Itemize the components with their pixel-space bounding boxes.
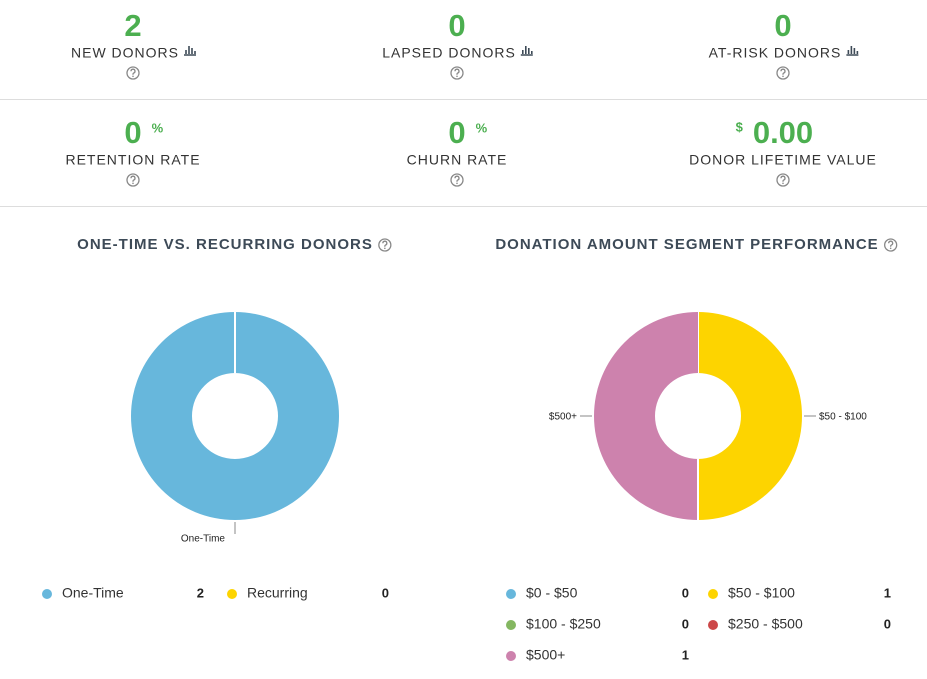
rate-value: 0 [448, 115, 465, 150]
help-mark [382, 240, 388, 247]
help-circle [378, 238, 392, 252]
help-dot [456, 182, 458, 185]
legend-value: 2 [197, 585, 204, 600]
stat-value: 2 [124, 8, 141, 43]
help-circle [126, 173, 140, 187]
legend-name: $100 - $250 [526, 616, 601, 632]
legend-name: Recurring [247, 585, 308, 601]
rate-label: CHURN RATE [407, 152, 508, 168]
chart-icon [520, 46, 533, 56]
legend-name: $500+ [526, 647, 565, 663]
help-mark [130, 175, 136, 182]
help-dot [782, 182, 784, 185]
help-mark [780, 175, 786, 182]
help-mark [454, 68, 460, 75]
donut-slice [594, 312, 698, 520]
help-mark [130, 68, 136, 75]
legend-swatch [227, 589, 237, 599]
chart-title: DONATION AMOUNT SEGMENT PERFORMANCE [495, 236, 878, 253]
help-circle [776, 173, 790, 187]
help-circle [126, 66, 140, 80]
help-dot [889, 247, 892, 250]
legend-value: 1 [682, 647, 689, 662]
stat-label: AT-RISK DONORS [709, 45, 842, 61]
help-mark [454, 175, 460, 182]
legend-value: 0 [682, 585, 689, 600]
slice-label: $50 - $100 [819, 412, 867, 423]
legend-swatch [42, 589, 52, 599]
rate-unit: $ [736, 119, 744, 134]
legend-value: 1 [884, 585, 891, 600]
legend-value: 0 [682, 616, 689, 631]
legend-value: 0 [884, 616, 891, 631]
stat-value: 0 [774, 8, 791, 43]
slice-label: $500+ [549, 412, 577, 423]
help-mark [888, 240, 894, 247]
donut-slice [131, 312, 339, 520]
help-dot [782, 75, 784, 78]
help-dot [384, 247, 386, 250]
help-circle [776, 66, 790, 80]
help-icon [450, 173, 464, 187]
rate-label: RETENTION RATE [65, 152, 200, 168]
help-circle [450, 66, 464, 80]
help-icon [776, 173, 790, 187]
help-mark [780, 68, 786, 75]
slice-label: One-Time [181, 534, 226, 545]
chart-icon [846, 46, 859, 56]
help-icon [884, 238, 898, 252]
chart-title: ONE-TIME VS. RECURRING DONORS [77, 236, 373, 253]
help-circle [884, 238, 898, 252]
legend-swatch [708, 620, 718, 630]
legend-swatch [506, 589, 516, 599]
help-icon [450, 66, 464, 80]
legend-swatch [708, 589, 718, 599]
rate-value: 0 [124, 115, 141, 150]
stat-label: LAPSED DONORS [382, 45, 516, 61]
help-circle [450, 173, 464, 187]
donut-slice [698, 312, 802, 520]
legend-name: $250 - $500 [728, 616, 803, 632]
rate-value: 0.00 [753, 115, 813, 150]
help-dot [132, 75, 134, 78]
legend-name: $0 - $50 [526, 585, 578, 601]
rate-unit: % [152, 120, 164, 135]
legend-swatch [506, 651, 516, 661]
chart-icon [184, 46, 196, 56]
legend-swatch [506, 620, 516, 630]
help-icon [776, 66, 790, 80]
help-icon [126, 173, 140, 187]
rate-label: DONOR LIFETIME VALUE [689, 152, 877, 168]
stat-label: NEW DONORS [71, 45, 179, 61]
stat-value: 0 [448, 8, 465, 43]
legend-name: One-Time [62, 585, 124, 601]
rate-unit: % [476, 120, 488, 135]
help-icon [378, 238, 392, 252]
legend-name: $50 - $100 [728, 585, 795, 601]
legend-value: 0 [382, 585, 389, 600]
help-dot [456, 75, 458, 78]
help-dot [132, 182, 134, 185]
help-icon [126, 66, 140, 80]
